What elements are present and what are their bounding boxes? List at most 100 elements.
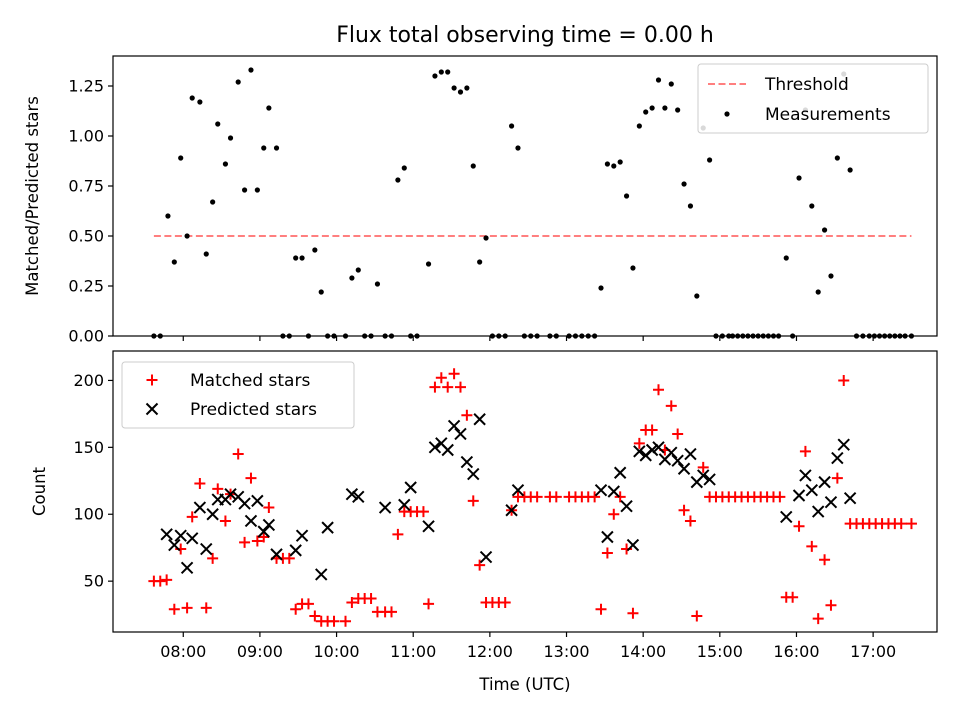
matched-star-point [608, 508, 620, 520]
matched-star-point [212, 483, 224, 495]
predicted-star-point [601, 530, 614, 544]
predicted-star-point [251, 494, 264, 508]
matched-star-point [365, 593, 377, 605]
measurement-point [809, 203, 815, 209]
matched-star-point [429, 381, 441, 393]
bottom-axes-frame [112, 350, 938, 633]
predicted-star-point [843, 491, 857, 505]
matched-star-point [200, 602, 212, 614]
y-tick-label: 150 [73, 438, 104, 457]
predicted-star-point [607, 485, 620, 498]
matched-star-point [550, 491, 562, 503]
matched-star-point [186, 511, 198, 523]
matched-star-point [672, 428, 684, 440]
matched-star-point [812, 613, 824, 625]
matched-star-point [633, 437, 645, 449]
measurement-point [235, 79, 241, 85]
predicted-star-point [511, 483, 525, 497]
predicted-star-point [428, 441, 442, 454]
matched-star-point [595, 603, 607, 615]
measurement-point [470, 163, 476, 169]
matched-star-point [601, 547, 613, 559]
matched-star-point [219, 515, 231, 527]
predicted-star-point [805, 483, 819, 497]
y-tick-label: 1.00 [68, 127, 104, 146]
x-tick-label: 16:00 [773, 642, 819, 661]
predicted-star-point [818, 475, 831, 489]
measurement-point [210, 199, 216, 205]
matched-star-point [589, 491, 601, 503]
measurement-point [266, 105, 272, 111]
top-panel: Flux total observing time = 0.00 h 0.00 0.… [23, 23, 938, 346]
measurement-point [312, 247, 318, 253]
predicted-star-point [270, 548, 283, 561]
matched-star-point [474, 559, 486, 571]
matched-star-point [290, 603, 302, 615]
matched-star-point [787, 591, 799, 603]
matched-star-point [245, 472, 257, 484]
matched-star-point [161, 574, 173, 586]
matched-star-point [531, 491, 543, 503]
legend-measurements-swatch [724, 111, 730, 117]
predicted-star-point [180, 561, 194, 574]
measurement-point [445, 69, 451, 75]
measurement-point [293, 255, 299, 261]
measurement-point [636, 123, 642, 129]
predicted-star-point [289, 544, 302, 557]
x-tick-label: 08:00 [160, 642, 206, 661]
predicted-star-point [378, 501, 392, 514]
measurement-point [189, 95, 195, 101]
predicted-star-point [295, 529, 309, 542]
measurement-point [254, 187, 260, 193]
matched-star-point [251, 535, 263, 547]
measurement-point [515, 145, 521, 151]
measurement-point [508, 123, 515, 129]
matched-star-point [175, 543, 187, 555]
measurement-point [241, 187, 248, 193]
predicted-star-point [505, 504, 518, 517]
measurement-point [694, 293, 700, 299]
predicted-star-point [665, 446, 678, 459]
measurement-point [197, 99, 203, 105]
measurement-point [438, 69, 444, 75]
measurement-point [828, 273, 834, 279]
measurement-point [273, 145, 280, 151]
x-tick-label: 15:00 [697, 642, 743, 661]
measurement-point [425, 261, 432, 267]
predicted-star-point [206, 508, 219, 521]
predicted-star-point [262, 518, 276, 532]
x-tick-label: 09:00 [237, 642, 283, 661]
predicted-star-point [633, 445, 646, 458]
measurement-point [395, 177, 401, 183]
legend-threshold-label: Threshold [764, 75, 849, 95]
predicted-star-point [652, 441, 665, 454]
matched-star-point [385, 606, 397, 618]
matched-star-point [232, 448, 244, 460]
predicted-star-point [594, 483, 608, 497]
measurement-point [457, 89, 464, 95]
matched-star-point [448, 368, 460, 380]
y-tick-label: 200 [73, 371, 104, 390]
matched-star-point [684, 515, 696, 527]
matched-star-point [454, 381, 466, 393]
measurement-point [649, 105, 655, 111]
predicted-star-point [799, 469, 812, 482]
matched-star-point [340, 615, 352, 627]
predicted-star-point [467, 467, 480, 481]
predicted-star-point [626, 538, 640, 552]
predicted-star-point [238, 497, 251, 510]
predicted-star-point [224, 487, 237, 501]
matched-star-point [207, 552, 219, 564]
predicted-star-point [257, 525, 270, 538]
measurement-point [215, 121, 221, 127]
y-tick-label: 100 [73, 505, 104, 524]
chart-title: Flux total observing time = 0.00 h [336, 23, 714, 48]
measurement-point [630, 265, 636, 271]
matched-star-point [154, 575, 166, 587]
matched-star-point [283, 552, 295, 564]
matched-star-point [665, 400, 677, 412]
measurement-point [834, 155, 840, 161]
predicted-star-point [244, 514, 258, 528]
measurement-point [184, 233, 190, 239]
